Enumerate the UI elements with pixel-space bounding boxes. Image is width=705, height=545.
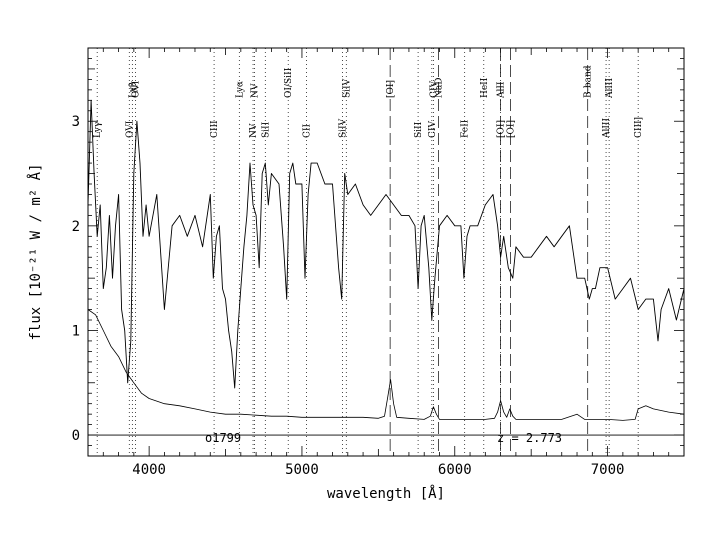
series-continuum [87, 309, 685, 421]
line-label-s8: SiII [261, 121, 271, 138]
line-label-s6: NV [249, 123, 259, 138]
line-label-d3: [OI] [506, 120, 516, 138]
y-tick-label-3: 3 [72, 114, 80, 130]
line-label-s21: CIII] [634, 117, 644, 138]
line-label-s4: CIII [210, 120, 220, 138]
data-series [87, 99, 685, 421]
line-label-d2: [OI] [497, 120, 507, 138]
line-label-s2: Lyβ [128, 82, 138, 98]
line-label-s9: OI/SiII [284, 67, 294, 98]
line-label-s14: CIV [428, 121, 438, 138]
line-label-s20: AlIII [605, 78, 615, 99]
line-label-s17: HeII [480, 77, 490, 98]
line-label-s11: SiIV [338, 118, 348, 138]
y-axis-label: flux [10⁻²¹ W / m² Å] [27, 163, 44, 340]
line-label-s16: FeII [461, 119, 471, 138]
line-label-s1: OVI [125, 120, 135, 138]
line-label-s7: NV [251, 83, 261, 98]
object-annotation: o1799 [205, 431, 241, 445]
plot-frame [87, 47, 685, 457]
line-label-d1: NaD [434, 78, 444, 98]
x-axis-label: wavelength [Å] [327, 485, 445, 502]
redshift-annotation: z = 2.773 [497, 431, 562, 445]
y-tick-label-1: 1 [72, 323, 80, 339]
series-spectrum [87, 99, 685, 389]
line-label-d4: B-band [584, 65, 594, 98]
spectral-line-markers [96, 48, 639, 456]
line-label-s0: Lyγ [93, 122, 103, 138]
line-label-s3: OVI [131, 80, 141, 98]
line-label-s5: Lyα [235, 81, 245, 98]
x-tick-label-4000: 4000 [132, 462, 166, 478]
x-tick-label-5000: 5000 [285, 462, 319, 478]
line-label-s19: AlIII [602, 118, 612, 139]
y-tick-label-0: 0 [72, 428, 80, 444]
axis-ticks: 4000 5000 6000 7000 0 1 2 3 [72, 47, 685, 478]
x-tick-label-6000: 6000 [438, 462, 472, 478]
line-label-s15: CIV [429, 81, 439, 98]
line-label-s18: AlII [497, 81, 507, 99]
line-label-s13: SiII [414, 121, 424, 138]
line-label-s10: CII [303, 124, 313, 138]
y-tick-label-2: 2 [72, 219, 80, 235]
line-label-d0: [OI] [386, 80, 396, 98]
line-label-s12: SiIV [342, 78, 352, 98]
x-tick-label-7000: 7000 [591, 462, 625, 478]
